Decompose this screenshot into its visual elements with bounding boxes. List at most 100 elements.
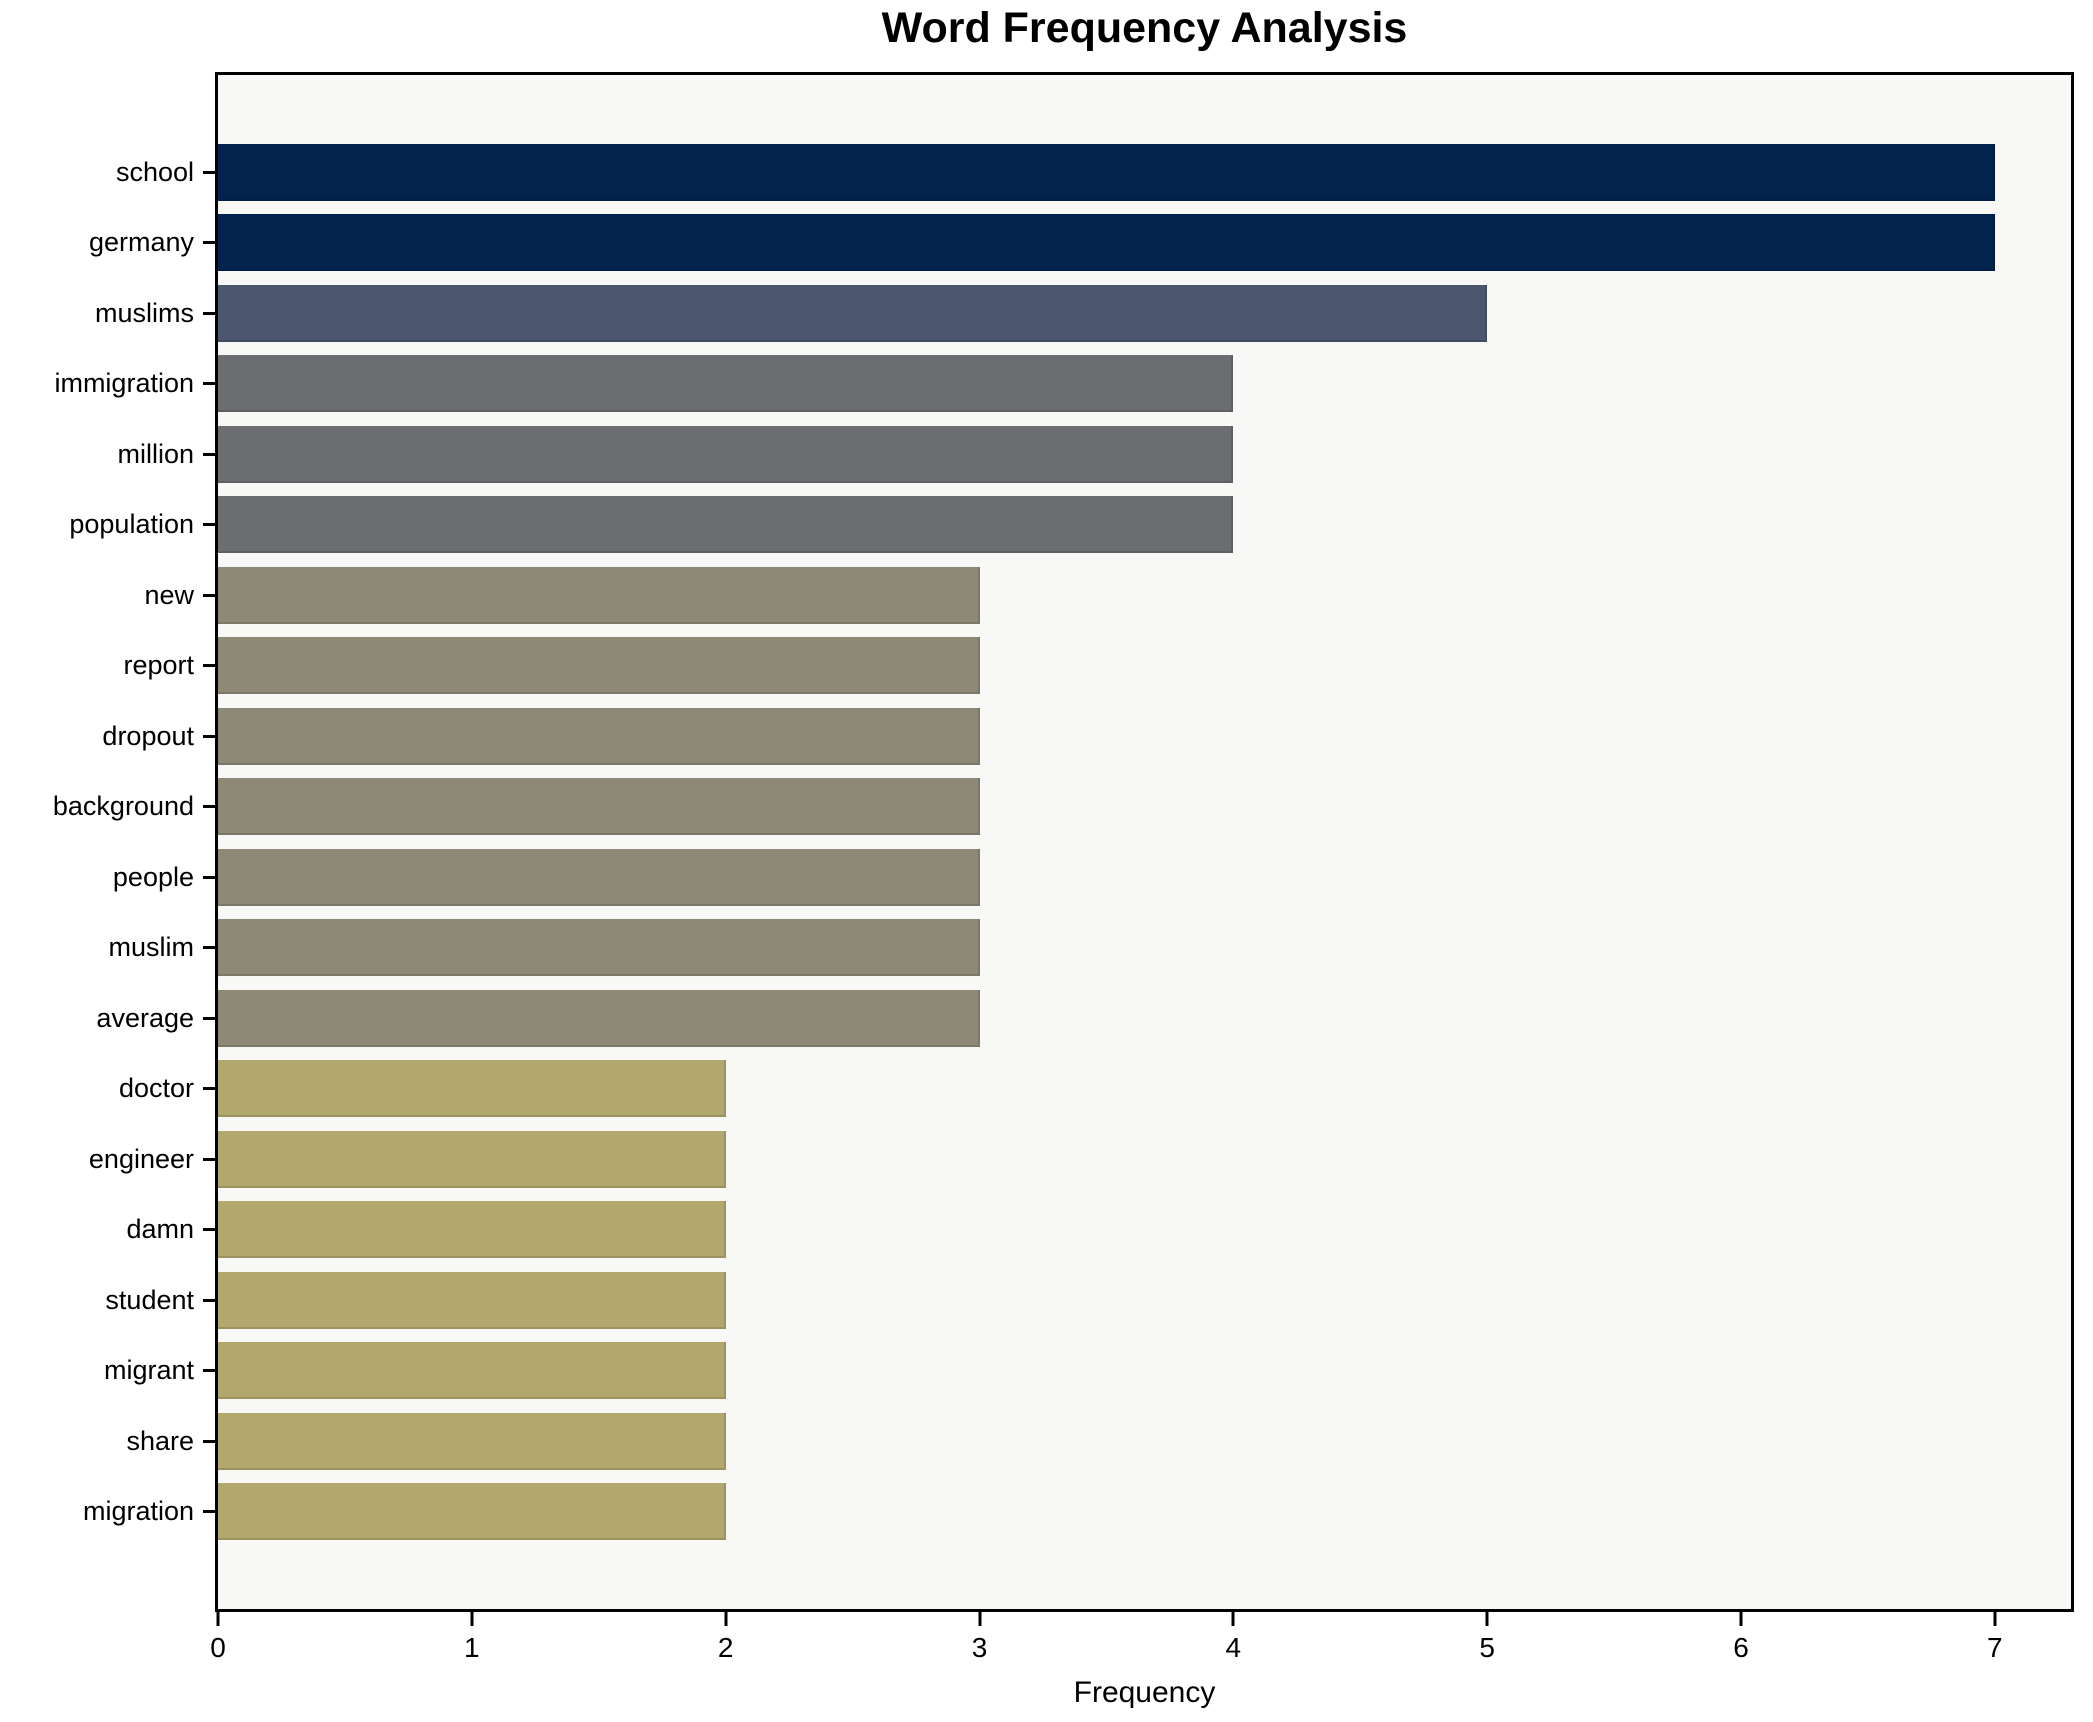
bar-student bbox=[218, 1271, 726, 1329]
bar-row: germany bbox=[89, 208, 2071, 279]
y-tick-label: million bbox=[117, 438, 194, 469]
y-tick-label: migrant bbox=[103, 1355, 194, 1386]
y-tick-label: population bbox=[69, 509, 194, 540]
y-tick-mark bbox=[203, 1510, 215, 1514]
bar-engineer bbox=[218, 1130, 726, 1188]
bar-million bbox=[218, 425, 1234, 483]
bar-dropout bbox=[218, 707, 980, 765]
x-axis-label: Frequency bbox=[1073, 1676, 1216, 1709]
plot-area: school germany muslims immigration million po… bbox=[53, 72, 2074, 1612]
bar-share bbox=[218, 1412, 726, 1470]
y-tick-label: damn bbox=[126, 1214, 194, 1245]
y-tick-label: share bbox=[126, 1425, 194, 1456]
bar-migrant bbox=[218, 1342, 726, 1400]
x-tick-label: 0 bbox=[210, 1632, 226, 1663]
bar-row: engineer bbox=[89, 1124, 2071, 1195]
chart-title: Word Frequency Analysis bbox=[881, 4, 1408, 52]
y-tick-mark bbox=[203, 875, 215, 879]
bar-row: people bbox=[113, 842, 2071, 913]
bar-row: background bbox=[53, 772, 2071, 843]
bar-immigration bbox=[218, 355, 1234, 413]
y-tick-mark bbox=[203, 523, 215, 527]
x-tick-label: 6 bbox=[1733, 1632, 1749, 1663]
y-tick-mark bbox=[203, 382, 215, 386]
bar-germany bbox=[218, 214, 1995, 272]
x-tick-mark bbox=[724, 1612, 728, 1626]
y-tick-label: average bbox=[96, 1002, 194, 1033]
x-tick-mark bbox=[1485, 1612, 1489, 1626]
y-tick-label: student bbox=[105, 1284, 194, 1315]
y-tick-mark bbox=[203, 1439, 215, 1443]
bar-muslim bbox=[218, 919, 980, 977]
y-tick-mark bbox=[203, 805, 215, 809]
bar-row: population bbox=[69, 490, 2071, 561]
y-tick-label: dropout bbox=[102, 720, 194, 751]
y-tick-mark bbox=[203, 664, 215, 668]
y-tick-mark bbox=[203, 734, 215, 738]
y-tick-label: muslims bbox=[95, 297, 194, 328]
x-tick-label: 3 bbox=[971, 1632, 988, 1663]
bar-row: share bbox=[126, 1406, 2071, 1477]
x-tick-mark bbox=[1231, 1612, 1235, 1626]
y-tick-mark bbox=[203, 1016, 215, 1020]
x-tick-label: 7 bbox=[1987, 1632, 2003, 1663]
y-tick-label: germany bbox=[88, 227, 194, 258]
bar-row: student bbox=[105, 1265, 2071, 1336]
bar-damn bbox=[218, 1201, 726, 1259]
bar-row: million bbox=[117, 419, 2071, 490]
bar-row: doctor bbox=[119, 1054, 2071, 1125]
y-tick-mark bbox=[203, 593, 215, 597]
bars-container: school germany muslims immigration million po… bbox=[53, 75, 2071, 1609]
x-tick-mark bbox=[1993, 1612, 1997, 1626]
bar-migration bbox=[218, 1483, 726, 1541]
y-tick-mark bbox=[203, 1298, 215, 1302]
bar-new bbox=[218, 566, 980, 624]
bar-row: migrant bbox=[104, 1336, 2071, 1407]
x-tick-mark bbox=[216, 1612, 220, 1626]
bar-background bbox=[218, 778, 980, 836]
y-tick-mark bbox=[203, 1087, 215, 1091]
bar-average bbox=[218, 989, 980, 1047]
bar-row: average bbox=[96, 983, 2071, 1054]
y-tick-mark bbox=[203, 1228, 215, 1232]
y-tick-label: new bbox=[144, 579, 194, 610]
y-tick-mark bbox=[203, 1157, 215, 1161]
y-tick-mark bbox=[203, 946, 215, 950]
y-tick-label: report bbox=[123, 650, 194, 681]
y-tick-label: migration bbox=[82, 1496, 194, 1527]
y-tick-mark bbox=[203, 170, 215, 174]
bar-population bbox=[218, 496, 1234, 554]
x-tick-label: 5 bbox=[1479, 1632, 1495, 1663]
bar-row: migration bbox=[83, 1477, 2071, 1548]
x-tick-label: 4 bbox=[1225, 1632, 1242, 1663]
bar-row: muslims bbox=[95, 278, 2071, 349]
bar-muslims bbox=[218, 284, 1488, 342]
x-tick-label: 1 bbox=[464, 1632, 480, 1663]
y-tick-label: background bbox=[52, 791, 194, 822]
bar-row: damn bbox=[126, 1195, 2071, 1266]
bar-row: dropout bbox=[102, 701, 2071, 772]
bar-report bbox=[218, 637, 980, 695]
x-tick-mark bbox=[978, 1612, 981, 1626]
bar-people bbox=[218, 848, 980, 906]
bar-row: immigration bbox=[54, 349, 2071, 420]
y-tick-mark bbox=[203, 241, 215, 245]
x-axis: 0 1 2 3 4 5 6 7 bbox=[210, 1612, 2071, 1682]
y-tick-label: muslim bbox=[108, 932, 195, 963]
y-tick-label: doctor bbox=[118, 1073, 194, 1104]
bar-row: new bbox=[144, 560, 2071, 631]
x-tick-mark bbox=[1739, 1612, 1743, 1626]
x-tick-label: 2 bbox=[717, 1632, 734, 1663]
y-tick-mark bbox=[203, 311, 215, 315]
y-tick-label: people bbox=[112, 861, 194, 892]
x-tick-mark bbox=[470, 1612, 474, 1626]
y-tick-mark bbox=[203, 452, 215, 456]
y-tick-label: school bbox=[115, 156, 194, 187]
bar-school bbox=[218, 143, 1995, 201]
bar-row: report bbox=[123, 631, 2071, 702]
y-tick-label: engineer bbox=[88, 1143, 194, 1174]
bar-row: school bbox=[116, 137, 2071, 208]
y-tick-mark bbox=[203, 1369, 215, 1373]
bar-row: muslim bbox=[109, 913, 2071, 984]
